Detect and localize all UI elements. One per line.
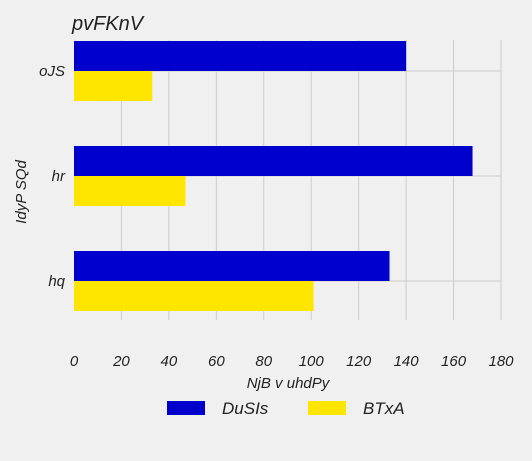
legend-label: DuSIs [222, 399, 269, 418]
legend-label: BTxA [363, 399, 405, 418]
y-tick-label: hr [52, 168, 66, 185]
x-tick-label: 80 [255, 353, 272, 370]
bar-layer [74, 41, 473, 311]
x-axis-label: NjB v uhdPy [247, 375, 331, 392]
bar-BTxA-oJS [74, 71, 153, 101]
x-tick-label: 60 [208, 353, 225, 370]
bar-DuSIs-hq [74, 251, 390, 281]
x-tick-label: 140 [394, 353, 420, 370]
bar-BTxA-hr [74, 176, 186, 206]
x-tick-label: 180 [488, 353, 514, 370]
y-axis-label: IdyP SQd [13, 160, 30, 224]
y-tick-label: hq [48, 273, 65, 290]
bar-DuSIs-oJS [74, 41, 407, 71]
x-tick-label: 100 [299, 353, 325, 370]
legend-swatch [167, 401, 205, 415]
x-tick-label: 160 [441, 353, 467, 370]
bar-DuSIs-hr [74, 146, 473, 176]
legend: DuSIs BTxA [167, 399, 405, 418]
tick-layer: 0 20 40 60 80 100 120 140 160 180 oJS hr hq [39, 63, 514, 370]
bar-BTxA-hq [74, 281, 314, 311]
x-tick-label: 40 [161, 353, 178, 370]
legend-swatch [308, 401, 346, 415]
x-tick-label: 20 [112, 353, 130, 370]
x-tick-label: 0 [70, 353, 79, 370]
y-tick-label: oJS [39, 63, 65, 80]
chart-title: pvFKnV [71, 13, 145, 35]
x-tick-label: 120 [346, 353, 372, 370]
